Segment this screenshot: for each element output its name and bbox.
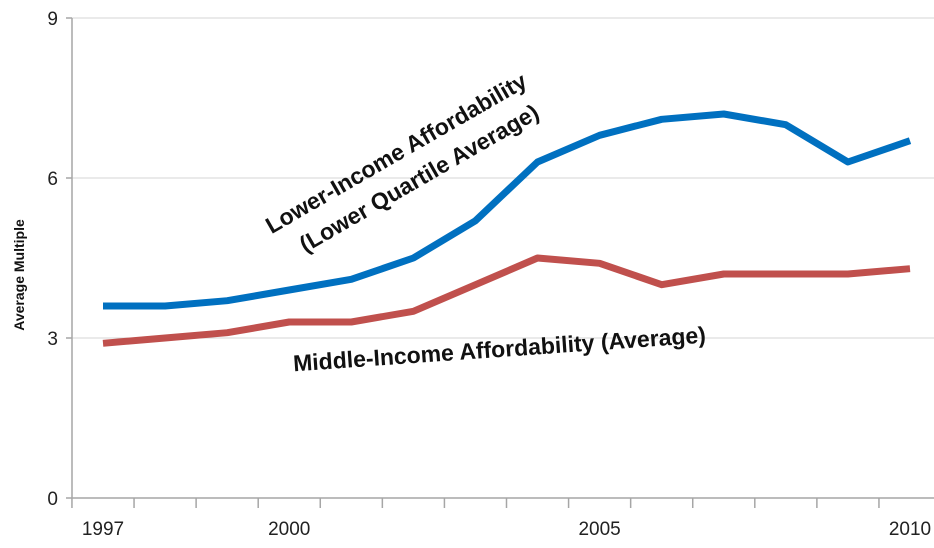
series-lines	[102, 110, 912, 347]
x-tick-labels: 1997 2000 2005 2010	[82, 519, 931, 540]
x-tick-label-2000: 2000	[268, 519, 310, 540]
x-tick-label-2005: 2005	[578, 519, 620, 540]
x-tick-label-2010: 2010	[889, 519, 931, 540]
lower-income-annotation-line1: Lower-Income Affordability	[261, 67, 531, 238]
x-tick-label-1997: 1997	[82, 519, 124, 540]
axes	[66, 17, 934, 499]
y-tick-label-0: 0	[47, 489, 58, 510]
y-tick-label-9: 9	[47, 9, 58, 30]
x-axis-ticks	[71, 498, 880, 508]
middle-income-annotation: Middle-Income Affordability (Average)	[292, 322, 706, 377]
y-tick-labels: 0 3 6 9	[47, 9, 58, 510]
lower-income-series-line	[103, 110, 912, 310]
gridlines	[72, 17, 934, 339]
y-axis-title: Average Multiple	[11, 219, 27, 331]
middle-income-series-line	[102, 254, 911, 347]
y-tick-label-3: 3	[47, 329, 58, 350]
y-tick-label-6: 6	[47, 169, 58, 190]
